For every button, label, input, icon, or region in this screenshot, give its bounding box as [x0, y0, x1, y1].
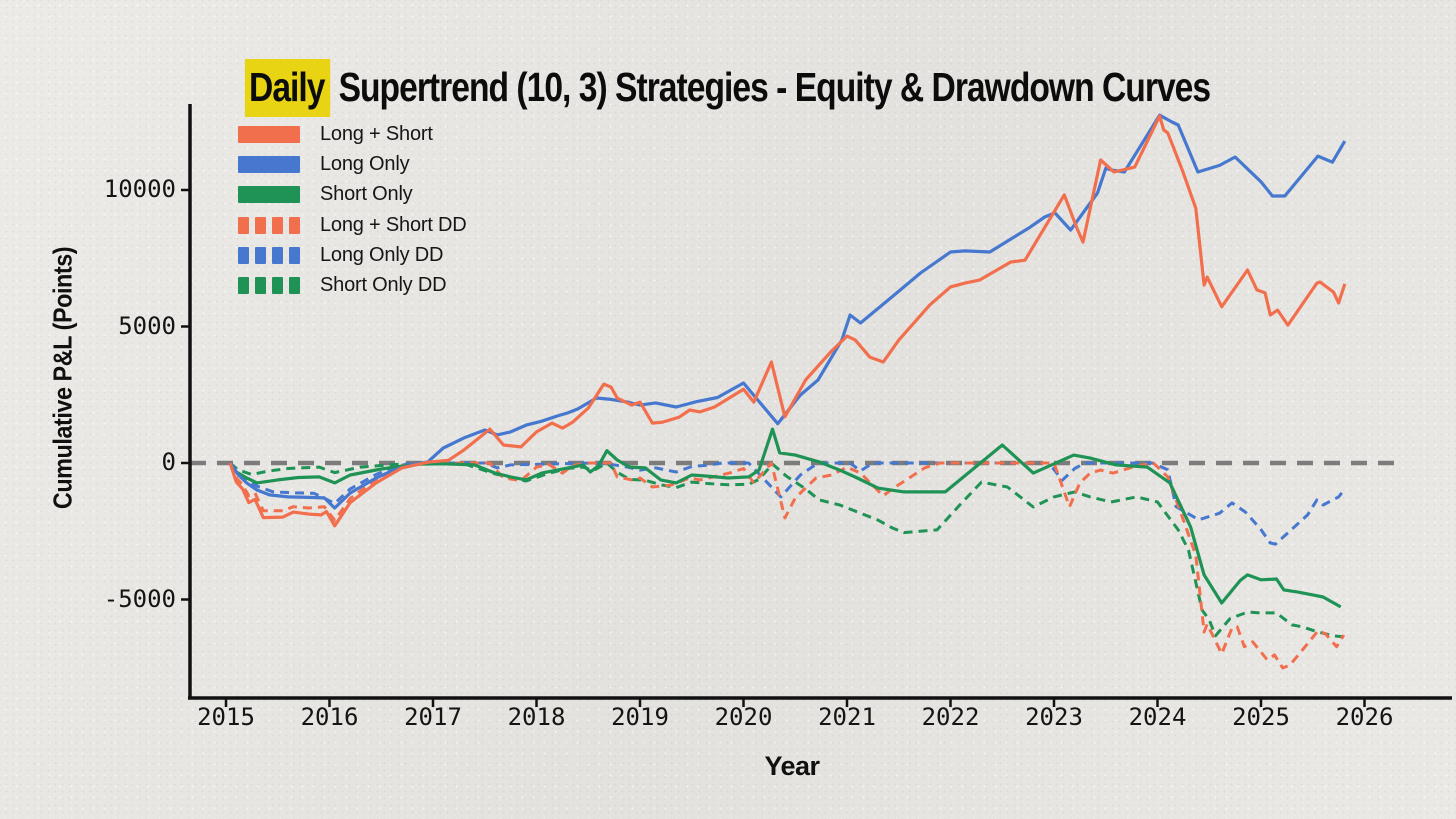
series-long-only-line [228, 113, 1347, 510]
series-long-only-dd-line [228, 461, 1345, 546]
title-row: Daily Supertrend (10, 3) Strategies - Eq… [0, 36, 1456, 140]
legend-item-short-only: Short Only [238, 180, 467, 210]
x-tick-label: 2023 [1025, 703, 1083, 731]
legend-item-long-only-dd: Long Only DD [238, 240, 467, 270]
x-tick-label: 2017 [404, 703, 462, 731]
legend-swatch-dashed [238, 246, 300, 264]
legend-label: Short Only [320, 183, 413, 206]
legend-item-short-only-dd: Short Only DD [238, 270, 467, 300]
chart-title: Daily Supertrend (10, 3) Strategies - Eq… [245, 59, 1212, 118]
x-tick-label: 2020 [714, 703, 773, 731]
legend-swatch-solid [238, 186, 300, 204]
y-tick-label: 10000 [103, 175, 176, 203]
x-tick-label: 2018 [507, 703, 566, 731]
title-rest: Supertrend (10, 3) Strategies - Equity &… [330, 64, 1212, 111]
series-long-short-line [228, 114, 1347, 528]
x-tick-label: 2021 [818, 703, 876, 731]
x-tick-label: 2016 [300, 703, 359, 731]
x-tick-label: 2024 [1128, 703, 1187, 731]
legend-swatch-dashed [238, 277, 300, 295]
x-tick-label: 2026 [1335, 703, 1394, 731]
x-tick-label: 2022 [921, 703, 980, 731]
x-tick-label: 2019 [611, 703, 669, 731]
legend-label: Long + Short DD [320, 213, 467, 236]
x-axis-label: Year [764, 751, 820, 781]
legend-swatch-solid [238, 125, 300, 143]
title-highlight: Daily [245, 59, 331, 118]
legend-item-long-short-dd: Long + Short DD [238, 210, 467, 240]
legend-swatch-dashed [238, 216, 300, 234]
x-tick-label: 2015 [197, 703, 255, 731]
legend-label: Long + Short [320, 122, 433, 145]
legend-item-long-only: Long Only [238, 149, 467, 179]
legend-swatch-solid [238, 155, 300, 173]
y-tick-label: -5000 [103, 584, 176, 613]
x-tick-label: 2025 [1232, 703, 1290, 731]
legend-item-long-short: Long + Short [238, 119, 467, 149]
y-tick-label: 5000 [118, 311, 176, 340]
legend-label: Short Only DD [320, 274, 447, 297]
legend: Long + Short Long Only Short Only Long + Sh… [238, 119, 467, 301]
y-tick-label: 0 [161, 448, 176, 476]
legend-label: Long Only [320, 152, 410, 175]
legend-label: Long Only DD [320, 243, 444, 266]
